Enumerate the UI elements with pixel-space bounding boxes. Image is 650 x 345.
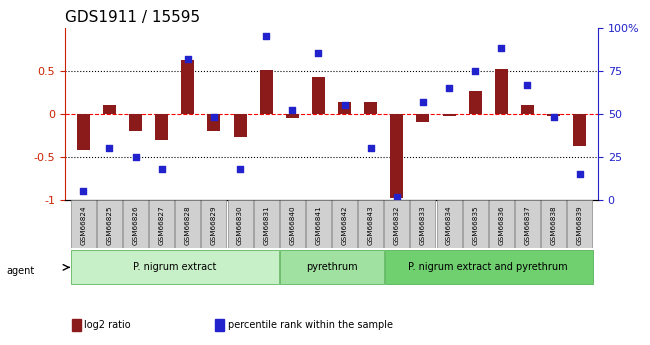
Text: GSM66836: GSM66836 [499,205,504,245]
Text: GSM66832: GSM66832 [394,205,400,245]
FancyBboxPatch shape [280,250,383,284]
Point [339,102,350,108]
FancyBboxPatch shape [71,200,96,248]
Text: GSM66839: GSM66839 [577,205,582,245]
Text: percentile rank within the sample: percentile rank within the sample [227,320,393,330]
Text: GSM66825: GSM66825 [107,205,112,245]
Bar [77,114,90,150]
Bar [469,91,482,114]
Point [549,115,559,120]
Point [575,171,585,177]
Point [261,33,272,39]
FancyBboxPatch shape [410,200,436,248]
Text: GSM66841: GSM66841 [315,205,322,245]
Point [157,166,167,172]
Point [313,51,324,56]
Bar [129,114,142,131]
Point [131,154,141,160]
FancyBboxPatch shape [254,200,279,248]
Text: GSM66834: GSM66834 [446,205,452,245]
Text: GSM66833: GSM66833 [420,205,426,245]
Bar [390,114,404,197]
Text: GSM66827: GSM66827 [159,205,164,245]
Bar [103,105,116,114]
Text: agent: agent [6,266,34,276]
Text: GSM66835: GSM66835 [472,205,478,245]
Point [183,56,193,61]
FancyBboxPatch shape [541,200,566,248]
FancyBboxPatch shape [385,250,593,284]
Text: GSM66843: GSM66843 [368,205,374,245]
Bar [155,114,168,140]
Text: GSM66830: GSM66830 [237,205,243,245]
Text: P. nigrum extract: P. nigrum extract [133,263,216,272]
Text: GSM66824: GSM66824 [81,205,86,245]
FancyBboxPatch shape [358,200,384,248]
Bar [259,70,273,114]
Point [444,85,454,91]
Text: pyrethrum: pyrethrum [306,263,358,272]
Text: GSM66826: GSM66826 [133,205,138,245]
Text: GSM66838: GSM66838 [551,205,556,245]
Text: log2 ratio: log2 ratio [84,320,131,330]
Point [365,146,376,151]
FancyBboxPatch shape [176,200,200,248]
FancyBboxPatch shape [463,200,488,248]
Bar [181,60,194,114]
Bar [312,77,325,114]
Bar [521,105,534,114]
Bar [417,114,430,122]
Text: P. nigrum extract and pyrethrum: P. nigrum extract and pyrethrum [408,263,568,272]
Point [209,115,219,120]
Point [418,99,428,105]
Point [496,46,506,51]
Point [104,146,114,151]
Point [287,108,298,113]
Bar [364,102,377,114]
FancyBboxPatch shape [280,200,305,248]
FancyBboxPatch shape [384,200,410,248]
FancyBboxPatch shape [202,200,226,248]
FancyBboxPatch shape [306,200,331,248]
Point [522,82,532,87]
Point [235,166,245,172]
FancyBboxPatch shape [72,250,280,284]
FancyBboxPatch shape [149,200,174,248]
Bar [233,114,246,137]
FancyBboxPatch shape [332,200,357,248]
Bar [207,114,220,131]
FancyBboxPatch shape [97,200,122,248]
Text: GSM66829: GSM66829 [211,205,217,245]
FancyBboxPatch shape [567,200,592,248]
FancyBboxPatch shape [489,200,514,248]
Text: GSM66842: GSM66842 [341,205,348,245]
Text: GDS1911 / 15595: GDS1911 / 15595 [65,10,200,25]
Text: GSM66828: GSM66828 [185,205,191,245]
FancyBboxPatch shape [515,200,540,248]
Bar [286,114,299,118]
Text: GSM66840: GSM66840 [289,205,295,245]
Point [78,189,88,194]
Point [391,194,402,199]
Bar [495,69,508,114]
FancyBboxPatch shape [227,200,253,248]
Point [470,68,480,73]
Bar [547,114,560,117]
Text: GSM66837: GSM66837 [525,205,530,245]
Bar [338,102,351,114]
FancyBboxPatch shape [123,200,148,248]
Text: GSM66831: GSM66831 [263,205,269,245]
FancyBboxPatch shape [437,200,461,248]
Bar [573,114,586,146]
Bar [443,114,456,117]
